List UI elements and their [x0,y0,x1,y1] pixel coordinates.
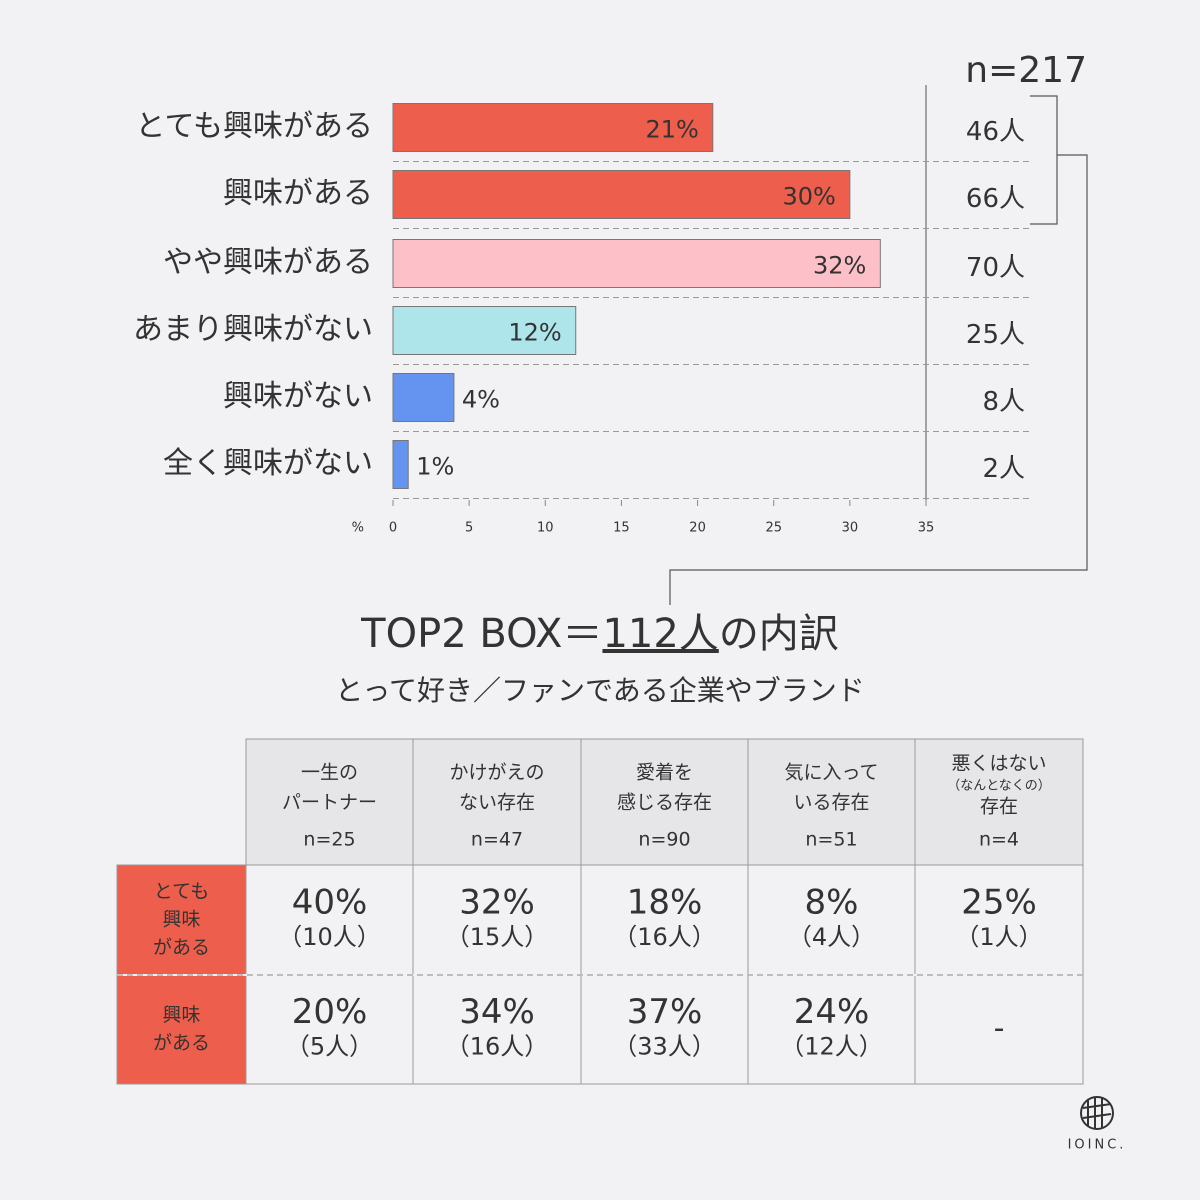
header-cell [747,738,916,866]
x-tick-label: 5 [465,521,473,536]
row-header-cell [116,864,247,976]
column-header: かけがえの [449,762,544,784]
column-header: 愛着を [636,762,693,784]
cell-count: （10人） [278,923,381,951]
count-label: 70人 [966,253,1025,283]
count-label: 66人 [966,184,1025,214]
column-header: 悪くはない [951,753,1046,775]
breakdown-subtitle: とって好き／ファンである企業やブランド [335,674,864,707]
value-label: 1% [416,453,454,481]
category-label: あまり興味がない [133,312,373,347]
row-header: 興味 [162,1004,200,1026]
x-tick-label: 25 [765,521,782,536]
column-header: （なんとなくの） [947,779,1051,794]
cell-percent: 25% [961,883,1037,923]
x-tick-label: 30 [842,521,859,536]
column-header: 感じる存在 [617,792,712,814]
bar [392,239,881,288]
category-label: 興味がある [223,176,373,211]
logo: IOINC. [1068,1096,1127,1153]
cell-percent: 24% [794,992,870,1032]
breakdown-title: TOP2 BOX＝112人の内訳 [360,611,839,657]
count-label: 46人 [966,117,1025,147]
logo-icon [1080,1096,1114,1130]
row-header: がある [153,1032,210,1054]
x-unit: % [352,521,364,536]
cell-percent: - [994,1011,1005,1046]
title-part: TOP2 BOX＝ [360,611,602,657]
column-n: n=90 [638,829,690,851]
category-label: やや興味がある [163,245,373,280]
row-header: 興味 [162,909,200,931]
cell-count: （12人） [780,1033,883,1061]
column-n: n=51 [805,829,857,851]
value-label: 21% [645,116,698,144]
row-header: とても [154,881,209,903]
x-tick-label: 15 [613,521,630,536]
cell-percent: 20% [292,992,368,1032]
cell-percent: 40% [292,883,368,923]
cell-count: （15人） [446,923,549,951]
cell-count: （1人） [955,923,1042,951]
column-n: n=4 [979,829,1019,851]
row-header-cell [116,974,247,1085]
column-n: n=47 [471,829,523,851]
value-label: 30% [783,183,836,211]
cell-count: （4人） [788,923,875,951]
column-header: パートナー [282,792,377,814]
count-label: 2人 [982,454,1025,484]
count-label: 8人 [982,387,1025,417]
bar [392,440,409,489]
column-header: 一生の [301,762,358,784]
bar [392,170,851,219]
bracket [669,95,1088,605]
cell-percent: 8% [805,883,859,923]
header-cell [914,738,1084,866]
value-label: 12% [508,319,561,347]
column-header: 存在 [980,796,1018,818]
logo-lines [1082,1098,1112,1128]
row-header: がある [153,937,210,959]
logo-text: IOINC. [1068,1138,1127,1153]
x-tick-label: 10 [537,521,554,536]
x-tick-label: 20 [689,521,706,536]
column-header: いる存在 [793,792,869,814]
title-part: の内訳 [719,611,839,657]
cell-percent: 34% [459,992,535,1032]
header-cell [245,738,414,866]
cell-percent: 37% [627,992,703,1032]
cell-count: （33人） [613,1033,716,1061]
x-tick-label: 35 [918,521,935,536]
category-label: 全く興味がない [163,446,373,481]
sample-size: n=217 [965,50,1087,91]
header-cell [580,738,749,866]
column-header: 気に入って [784,762,878,784]
cell-percent: 32% [459,883,535,923]
cell-percent: 18% [627,883,703,923]
bar [392,306,577,355]
cell-count: （5人） [286,1033,373,1061]
column-n: n=25 [303,829,355,851]
cell-count: （16人） [613,923,716,951]
column-header: ない存在 [459,792,535,814]
category-label: とても興味がある [135,109,373,144]
count-label: 25人 [966,320,1025,350]
value-label: 32% [813,252,866,280]
title-part: 112人 [602,611,718,657]
bar [392,373,455,422]
x-tick-label: 0 [389,521,397,536]
category-label: 興味がない [223,379,373,414]
value-label: 4% [462,386,500,414]
bar [392,103,714,152]
cell-count: （16人） [446,1033,549,1061]
